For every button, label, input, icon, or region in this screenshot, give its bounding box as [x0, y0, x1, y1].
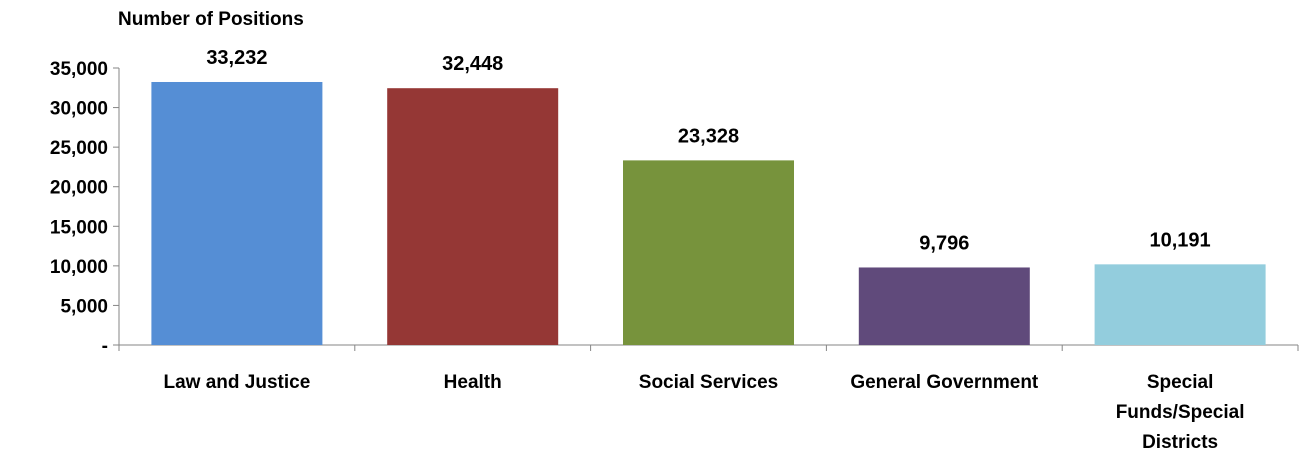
data-label: 33,232 [206, 47, 267, 69]
y-tick-label: 20,000 [50, 178, 108, 199]
bar [1094, 264, 1266, 345]
bar [151, 81, 323, 345]
category-label: General Government [850, 372, 1039, 393]
category-label: Social Services [639, 372, 778, 393]
category-label: Health [444, 372, 502, 393]
category-label: Law and Justice [164, 372, 311, 393]
y-axis: - 5,000 10,000 15,000 20,000 25,000 30,000 35,0… [50, 59, 120, 357]
category-label: Special Funds/Special Districts [1116, 372, 1245, 453]
bar [623, 160, 794, 345]
y-tick-label: 35,000 [50, 59, 108, 80]
y-tick-label: 25,000 [50, 138, 108, 159]
y-axis-title: Number of Positions [118, 9, 304, 30]
data-label: 32,448 [442, 53, 503, 75]
data-label: 23,328 [678, 125, 739, 147]
bars [151, 81, 1266, 345]
bar [387, 88, 559, 345]
y-tick-label: 30,000 [50, 99, 108, 120]
x-axis [118, 344, 1299, 351]
data-label: 9,796 [919, 232, 969, 254]
y-tick-label: 5,000 [60, 296, 108, 317]
data-labels: 33,232 32,448 23,328 9,796 10,191 [206, 47, 1210, 254]
y-tick-label: - [102, 336, 108, 357]
data-label: 10,191 [1150, 229, 1211, 251]
bar [858, 267, 1030, 345]
y-tick-label: 15,000 [50, 217, 108, 238]
y-tick-label: 10,000 [50, 257, 108, 278]
category-labels: Law and Justice Health Social Services Gene… [164, 372, 1245, 453]
